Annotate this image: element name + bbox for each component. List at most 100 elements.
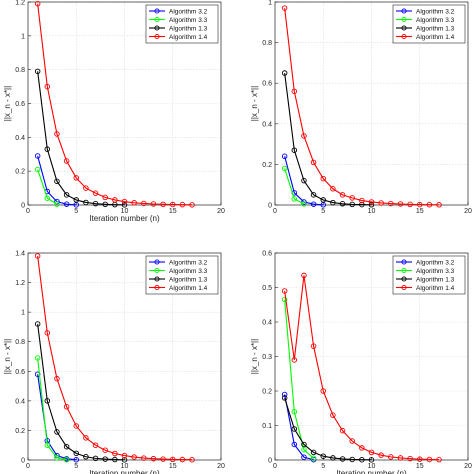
data-point <box>34 0 41 7</box>
legend-swatch-marker <box>401 284 407 291</box>
data-point <box>330 455 336 461</box>
data-point <box>301 446 307 453</box>
series-line-4 <box>284 275 440 461</box>
chart-panel-2: 0 5 10 15 20 0 0.2 0.4 0.6 0.8 1 ||x_n - x*|| Algori… <box>250 0 472 215</box>
data-point <box>301 177 307 184</box>
data-point <box>426 201 433 208</box>
data-point <box>83 435 89 441</box>
data-point <box>73 197 79 203</box>
data-point <box>121 202 128 208</box>
data-point <box>301 199 307 205</box>
data-point <box>73 456 79 463</box>
data-point <box>63 192 70 198</box>
chart-panel-3: 0 5 10 15 20 0 0.2 0.4 0.6 0.8 1 1.2 1.4 Iteration nu… <box>3 251 225 474</box>
legend-swatch-marker <box>401 33 407 40</box>
data-point <box>189 202 195 208</box>
data-point <box>92 442 99 448</box>
data-point <box>169 201 176 208</box>
y-tick-label: 0 <box>268 458 272 465</box>
data-point <box>34 253 41 259</box>
data-point <box>301 441 307 448</box>
y-axis-label: ||x_n - x*|| <box>3 86 12 121</box>
y-tick-label: 1 <box>21 310 25 317</box>
data-point <box>339 201 346 207</box>
chart-panel-4: 0 5 10 15 20 0 0.1 0.2 0.3 0.4 0.5 0.6 Iteration num… <box>250 251 472 474</box>
legend-swatch-marker <box>154 16 160 23</box>
legend-swatch-marker <box>401 8 407 14</box>
data-point <box>310 455 317 462</box>
x-tick-label: 20 <box>217 208 225 215</box>
data-point <box>141 455 147 461</box>
x-tick-label: 5 <box>74 463 78 470</box>
data-point <box>291 441 298 448</box>
data-point <box>301 201 307 207</box>
x-tick-label: 5 <box>74 208 78 215</box>
chart-panel-1: 0 5 10 15 20 0 0.2 0.4 0.6 0.8 1 1.2 Iteration numbe… <box>3 0 225 223</box>
y-tick-label: 0.2 <box>262 389 272 396</box>
data-point <box>339 427 346 434</box>
data-point <box>281 70 288 76</box>
data-point <box>131 454 137 460</box>
y-tick-label: 0 <box>21 458 25 465</box>
data-point <box>388 454 394 460</box>
series-line-3 <box>284 72 372 206</box>
legend-entry: Algorithm 3.3 <box>169 268 208 275</box>
data-point <box>54 201 60 207</box>
data-point <box>368 199 375 205</box>
data-point <box>54 131 60 137</box>
data-point <box>281 165 288 172</box>
data-point <box>102 194 108 201</box>
legend-entry: Algorithm 1.4 <box>169 34 208 41</box>
legend-swatch-marker <box>154 259 160 265</box>
y-tick-label: 0.2 <box>15 428 25 435</box>
data-point <box>291 408 298 415</box>
legend-entry: Algorithm 3.3 <box>416 268 455 275</box>
data-point <box>320 175 327 182</box>
data-point <box>34 153 41 159</box>
data-point <box>63 201 70 207</box>
x-tick-label: 15 <box>169 463 177 470</box>
data-point <box>436 202 442 208</box>
data-point <box>112 450 118 457</box>
data-point <box>368 449 375 456</box>
legend-swatch-marker <box>154 33 160 40</box>
x-tick-label: 15 <box>416 208 424 215</box>
y-tick-label: 0.6 <box>262 251 272 258</box>
data-point <box>131 200 137 206</box>
data-point <box>121 452 128 459</box>
data-point <box>378 452 384 458</box>
data-point <box>407 455 413 462</box>
data-point <box>281 5 288 11</box>
data-point <box>73 450 79 457</box>
y-tick-label: 1 <box>21 33 25 40</box>
legend-entry: Algorithm 1.3 <box>416 276 455 283</box>
legend-entry: Algorithm 1.4 <box>416 34 455 41</box>
data-point <box>54 375 60 382</box>
data-point <box>34 68 41 75</box>
data-point <box>378 200 384 206</box>
data-point <box>102 447 108 453</box>
data-point <box>291 357 298 363</box>
data-point <box>436 456 442 463</box>
series-line-1 <box>284 394 314 461</box>
legend-entry: Algorithm 3.2 <box>416 259 455 266</box>
series-line-4 <box>37 255 193 461</box>
data-point <box>291 426 298 432</box>
data-point <box>301 454 307 460</box>
series-line-3 <box>284 397 372 461</box>
data-point <box>44 442 51 448</box>
data-point <box>83 453 89 460</box>
legend-swatch-marker <box>154 25 160 31</box>
legend-entry: Algorithm 1.3 <box>169 276 208 283</box>
series-line-3 <box>37 323 125 461</box>
data-point <box>388 200 394 207</box>
y-tick-label: 0.4 <box>262 320 272 327</box>
x-tick-label: 5 <box>321 463 325 470</box>
legend-entry: Algorithm 3.2 <box>416 8 455 15</box>
data-point <box>112 456 118 463</box>
legend-swatch-marker <box>154 267 160 274</box>
